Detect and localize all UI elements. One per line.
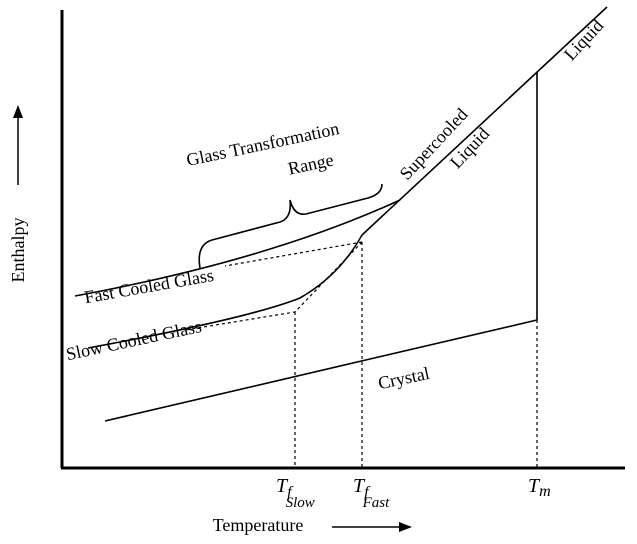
fast-label: Fast Cooled Glass (83, 265, 215, 307)
slow-extrapolation (184, 241, 363, 331)
tick-label: Tf Fast (353, 475, 390, 511)
crystal-label: Crystal (376, 363, 431, 393)
liquid-line (361, 6, 608, 236)
crystal-line (104, 319, 538, 422)
tick-label: Tm (528, 475, 551, 500)
range-brace (198, 183, 383, 269)
x-arrowhead (399, 522, 412, 532)
y-arrowhead (13, 105, 23, 118)
fast-extrapolation (224, 241, 363, 267)
y-axis-label: Enthalpy (8, 218, 28, 283)
tick-label: Tf Slow (276, 475, 315, 511)
range-label: Range (286, 150, 335, 179)
x-axis-label: Temperature (213, 515, 304, 535)
liquid-label: Liquid (560, 16, 607, 65)
slow-label: Slow Cooled Glass (64, 316, 203, 364)
slow-glass-curve (87, 234, 363, 349)
fast-glass-curve (74, 199, 401, 297)
